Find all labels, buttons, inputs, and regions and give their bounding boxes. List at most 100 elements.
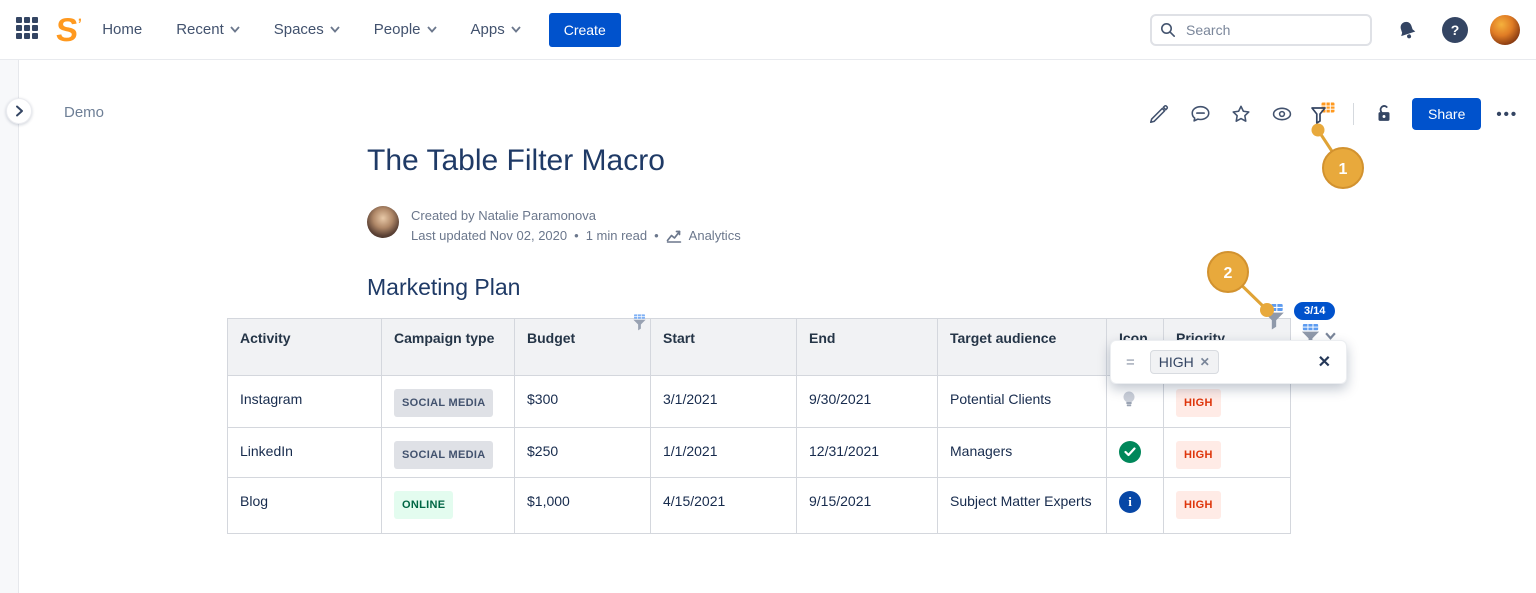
budget-filter-funnel-icon[interactable] [632, 314, 647, 331]
table-filter-toggle[interactable] [1300, 324, 1336, 347]
collapsed-sidebar-rail [0, 60, 19, 593]
dropdown-close-icon[interactable]: ✕ [1317, 354, 1331, 371]
cell-budget: $300 [514, 375, 651, 428]
nav-item-label: Apps [470, 21, 505, 38]
cell-activity: Instagram [227, 375, 382, 428]
col-header-budget: Budget [514, 318, 651, 376]
chevron-down-icon [511, 26, 521, 33]
app-switcher-icon[interactable] [16, 16, 42, 43]
nav-item-label: Spaces [273, 21, 324, 38]
nav-item-people[interactable]: People [374, 21, 437, 38]
byline: Created by Natalie Paramonova Last updat… [367, 206, 741, 245]
help-icon[interactable]: ? [1442, 16, 1468, 43]
more-actions-icon[interactable]: ••• [1496, 105, 1519, 123]
filter-value-chip[interactable]: HIGH ✕ [1149, 350, 1219, 374]
nav-item-apps[interactable]: Apps [471, 21, 521, 38]
table-row: Blog ONLINE $1,000 4/15/2021 9/15/2021 S… [227, 477, 1291, 534]
chevron-down-icon [1325, 332, 1336, 340]
chevron-down-icon [230, 26, 240, 33]
create-button[interactable]: Create [548, 12, 621, 47]
search-box [1150, 13, 1372, 46]
section-heading: Marketing Plan [367, 274, 521, 300]
cell-budget: $1,000 [514, 477, 651, 534]
annotation-number: 2 [1224, 265, 1233, 282]
filter-count-badge: 3/14 [1294, 302, 1336, 320]
cell-activity: Blog [227, 477, 382, 534]
nav-right-cluster: ? [1150, 13, 1520, 46]
notifications-bell-icon[interactable] [1394, 17, 1420, 43]
favorite-star-icon[interactable] [1228, 101, 1254, 127]
cell-target-audience: Potential Clients [937, 375, 1107, 428]
divider [1353, 103, 1354, 125]
nav-links: Home Recent Spaces People Apps [102, 21, 521, 38]
unlock-icon[interactable] [1371, 101, 1397, 127]
cell-end: 9/15/2021 [796, 477, 938, 534]
campaign-type-badge: SOCIAL MEDIA [394, 389, 494, 417]
cell-activity: LinkedIn [227, 427, 382, 478]
analytics-chart-icon [666, 230, 681, 243]
priority-badge: HIGH [1176, 389, 1221, 417]
nav-item-label: Home [102, 21, 143, 38]
site-logo[interactable]: S’ [54, 10, 82, 48]
priority-badge: HIGH [1176, 441, 1221, 469]
edit-pencil-icon[interactable] [1146, 101, 1172, 127]
nav-item-label: Recent [176, 21, 224, 38]
priority-badge: HIGH [1176, 491, 1221, 519]
search-input[interactable] [1150, 13, 1372, 46]
dot-separator: • [574, 228, 579, 243]
col-header-start: Start [650, 318, 797, 376]
chevron-right-icon [15, 105, 23, 117]
comment-icon[interactable] [1187, 101, 1213, 127]
table-header-row: Activity Campaign type Budget Start End … [227, 318, 1291, 376]
col-header-activity: Activity [227, 318, 382, 376]
col-header-end: End [796, 318, 938, 376]
author-avatar[interactable] [367, 206, 399, 238]
cell-start: 4/15/2021 [650, 477, 797, 534]
annotation-step-1: 1 [1311, 123, 1364, 189]
top-navigation: S’ Home Recent Spaces People Apps Crea [0, 0, 1536, 60]
watch-eye-icon[interactable] [1269, 101, 1295, 127]
lightbulb-icon [1123, 391, 1135, 407]
user-avatar[interactable] [1490, 14, 1520, 45]
dot-separator: • [654, 228, 659, 243]
campaign-type-badge: ONLINE [394, 491, 454, 519]
sidebar-expand-button[interactable] [6, 98, 32, 124]
filter-operator: = [1126, 353, 1135, 371]
chevron-down-icon [330, 26, 340, 33]
chevron-down-icon [426, 26, 437, 33]
created-by: Created by Natalie Paramonova [411, 208, 596, 223]
nav-item-label: People [373, 21, 421, 38]
cell-end: 12/31/2021 [796, 427, 938, 478]
cell-target-audience: Managers [937, 427, 1107, 478]
page-actions: Share ••• [1146, 98, 1518, 130]
cell-target-audience: Subject Matter Experts [937, 477, 1107, 534]
last-updated: Last updated Nov 02, 2020 [411, 228, 568, 243]
col-header-target-audience: Target audience [937, 318, 1107, 376]
table-filter-macro-icon[interactable] [1310, 101, 1336, 127]
analytics-link[interactable]: Analytics [688, 228, 741, 243]
annotation-number: 1 [1339, 161, 1348, 178]
nav-item-home[interactable]: Home [102, 21, 142, 38]
page-title: The Table Filter Macro [367, 144, 665, 177]
page-content: Demo [0, 60, 1536, 593]
nav-item-spaces[interactable]: Spaces [274, 21, 340, 38]
cell-start: 1/1/2021 [650, 427, 797, 478]
chip-label: HIGH [1158, 354, 1194, 370]
cell-start: 3/1/2021 [650, 375, 797, 428]
table-row: LinkedIn SOCIAL MEDIA $250 1/1/2021 12/3… [227, 427, 1291, 478]
help-glyph: ? [1450, 21, 1460, 38]
read-time: 1 min read [585, 228, 648, 243]
cell-budget: $250 [514, 427, 651, 478]
breadcrumb[interactable]: Demo [64, 104, 105, 121]
check-circle-icon [1119, 441, 1141, 463]
campaign-type-badge: SOCIAL MEDIA [394, 441, 494, 469]
priority-filter-dropdown: = HIGH ✕ ✕ [1110, 340, 1347, 384]
chip-remove-icon[interactable]: ✕ [1199, 355, 1210, 369]
search-icon [1161, 22, 1175, 37]
nav-item-recent[interactable]: Recent [176, 21, 240, 38]
share-button[interactable]: Share [1412, 98, 1482, 130]
cell-end: 9/30/2021 [796, 375, 938, 428]
filter-funnel-icon [1301, 324, 1320, 347]
priority-filter-funnel-icon[interactable] [1262, 304, 1286, 330]
